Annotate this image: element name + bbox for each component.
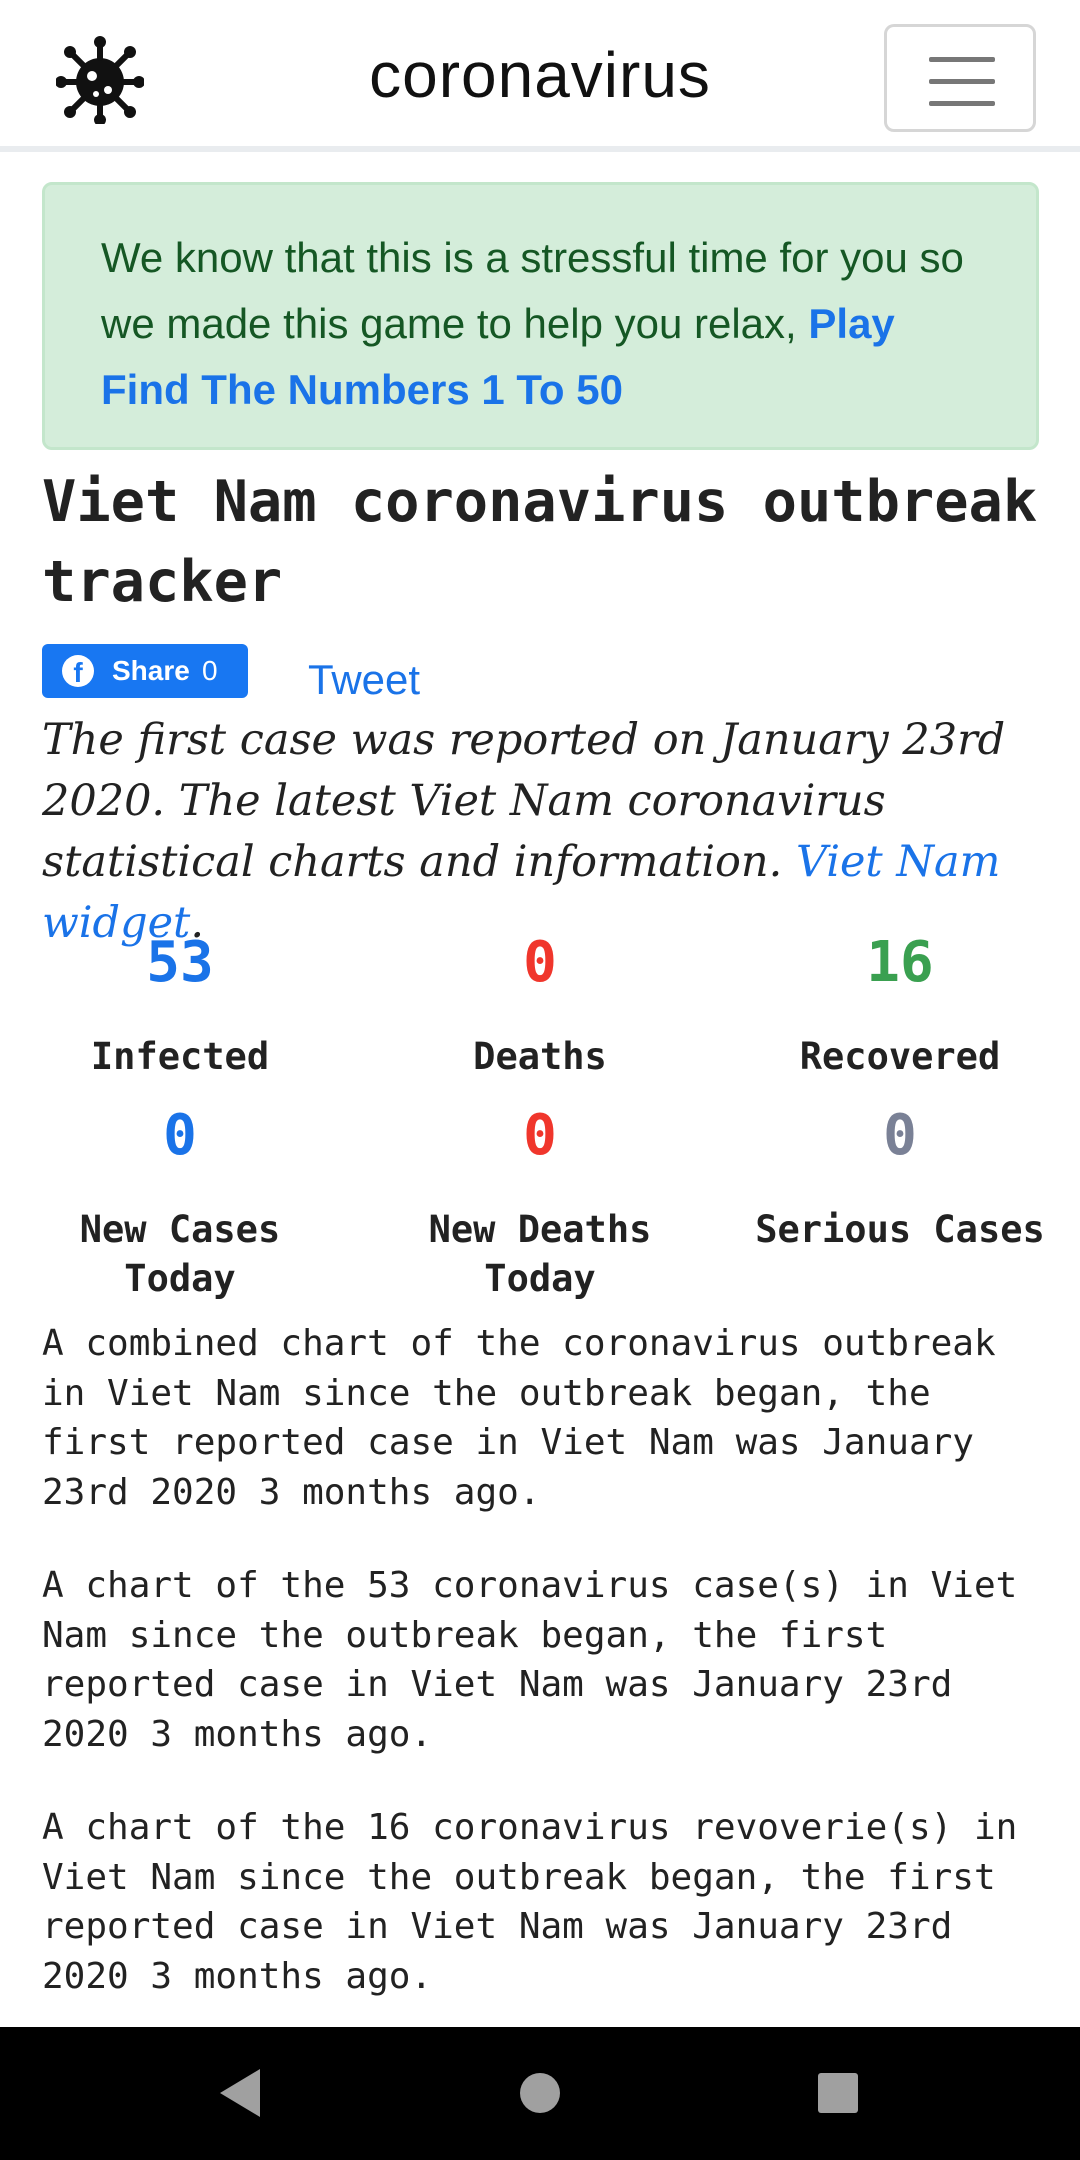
back-triangle-icon[interactable]	[220, 2069, 260, 2117]
new-deaths-count: 0	[523, 1103, 557, 1168]
site-title[interactable]: coronavirus	[369, 39, 711, 111]
intro-body: The first case was reported on January 2…	[42, 715, 1006, 887]
combined-chart-description: A combined chart of the coronavirus outb…	[42, 1323, 996, 1513]
fb-share-label: Share	[112, 655, 190, 686]
tweet-link[interactable]: Tweet	[308, 656, 421, 703]
hamburger-menu-button[interactable]	[884, 24, 1036, 132]
stat-infected: 53 Infected	[15, 928, 345, 1081]
recovered-count: 16	[866, 930, 934, 995]
play-game-link[interactable]: Play Find The Numbers 1 To 50	[101, 300, 895, 413]
recents-square-icon[interactable]	[818, 2073, 858, 2113]
deaths-label: Deaths	[473, 1035, 607, 1078]
stat-deaths: 0 Deaths	[375, 928, 705, 1081]
new-cases-count: 0	[163, 1103, 197, 1168]
home-circle-icon[interactable]	[520, 2073, 560, 2113]
hamburger-menu-icon	[929, 57, 995, 62]
infected-label: Infected	[90, 1035, 270, 1078]
system-navigation-bar	[0, 2027, 1080, 2160]
facebook-icon: f	[62, 655, 94, 688]
stat-recovered: 16 Recovered	[735, 928, 1065, 1081]
recovered-label: Recovered	[799, 1035, 1001, 1078]
page-title: Viet Nam coronavirus outbreak tracker	[42, 469, 1038, 615]
top-navbar: coronavirus	[0, 0, 1080, 152]
stat-new-cases: 0 New Cases Today	[15, 1101, 345, 1303]
deaths-count: 0	[523, 930, 557, 995]
relax-game-alert: We know that this is a stressful time fo…	[42, 182, 1039, 450]
serious-label: Serious Cases	[755, 1208, 1045, 1251]
virus-icon[interactable]	[56, 36, 144, 124]
new-cases-label: New Cases Today	[79, 1208, 281, 1300]
widget-link[interactable]: Viet Nam widget	[42, 837, 1001, 948]
cases-chart-description: A chart of the 53 coronavirus case(s) in…	[42, 1565, 1018, 1755]
intro-text: The first case was reported on January 2…	[42, 715, 1006, 948]
alert-text: We know that this is a stressful time fo…	[101, 234, 964, 347]
stat-new-deaths: 0 New Deaths Today	[375, 1101, 705, 1303]
stat-serious: 0 Serious Cases	[735, 1101, 1065, 1254]
infected-count: 53	[146, 930, 214, 995]
facebook-share-button[interactable]: f Share 0	[42, 644, 248, 698]
new-deaths-label: New Deaths Today	[428, 1208, 652, 1300]
fb-share-count: 0	[202, 655, 218, 686]
serious-count: 0	[883, 1103, 917, 1168]
recoveries-chart-description: A chart of the 16 coronavirus revoverie(…	[42, 1807, 1018, 1997]
